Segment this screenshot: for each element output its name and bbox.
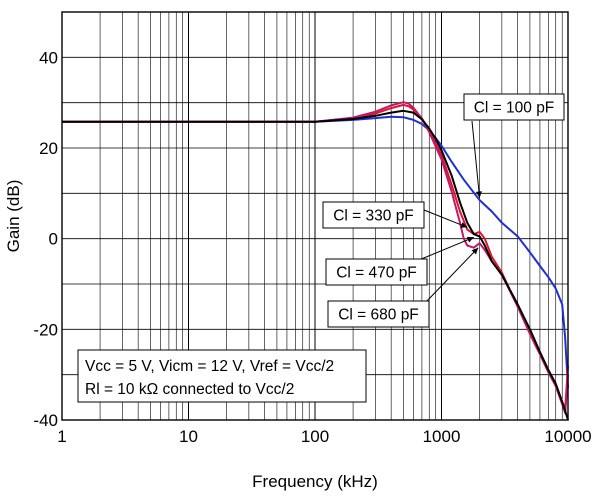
callout-leader bbox=[423, 209, 468, 228]
x-axis-title: Frequency (kHz) bbox=[252, 472, 378, 491]
y-axis-title: Gain (dB) bbox=[4, 180, 23, 253]
series-line-cl-680 bbox=[62, 109, 569, 421]
y-tick-label: 20 bbox=[39, 139, 58, 158]
y-tick-label: 0 bbox=[49, 230, 58, 249]
callout-label: Cl = 470 pF bbox=[336, 265, 417, 282]
series-group bbox=[62, 101, 569, 421]
x-tick-label: 1 bbox=[57, 427, 66, 446]
callout-label: Cl = 680 pF bbox=[338, 307, 419, 324]
callout-box bbox=[327, 300, 430, 328]
y-tick-label: -20 bbox=[33, 320, 58, 339]
x-tick-label: 10 bbox=[179, 427, 198, 446]
x-tick-label: 100 bbox=[301, 427, 329, 446]
callouts: Cl = 100 pF Cl = 330 pF Cl = 470 pF Cl = 68… bbox=[322, 93, 565, 328]
callout-arrowhead bbox=[471, 247, 479, 255]
tick-labels: 1 10 100 1000 10000 -40 -20 0 20 40 bbox=[33, 48, 591, 446]
callout-box bbox=[463, 93, 565, 121]
callout-arrowhead bbox=[475, 191, 482, 198]
callout-leader bbox=[425, 247, 479, 303]
y-tick-label: -40 bbox=[33, 411, 58, 430]
callout-box bbox=[322, 201, 425, 229]
x-tick-label: 1000 bbox=[423, 427, 461, 446]
conditions-line-2: Rl = 10 kΩ connected to Vcc/2 bbox=[85, 381, 294, 398]
callout-arrowhead bbox=[460, 222, 468, 228]
callout-leader bbox=[418, 236, 474, 261]
conditions-box bbox=[77, 349, 367, 403]
callout-label: Cl = 330 pF bbox=[333, 208, 414, 225]
x-tick-label: 10000 bbox=[544, 427, 591, 446]
callout-label: Cl = 100 pF bbox=[474, 100, 555, 117]
plot-frame bbox=[61, 11, 569, 421]
callout-arrowhead bbox=[466, 236, 474, 243]
series-line-cl-100 bbox=[62, 115, 569, 389]
conditions-line-1: Vcc = 5 V, Vicm = 12 V, Vref = Vcc/2 bbox=[85, 358, 334, 375]
callout-box bbox=[325, 258, 428, 286]
callout-leader bbox=[471, 120, 481, 198]
y-tick-label: 40 bbox=[39, 48, 58, 67]
